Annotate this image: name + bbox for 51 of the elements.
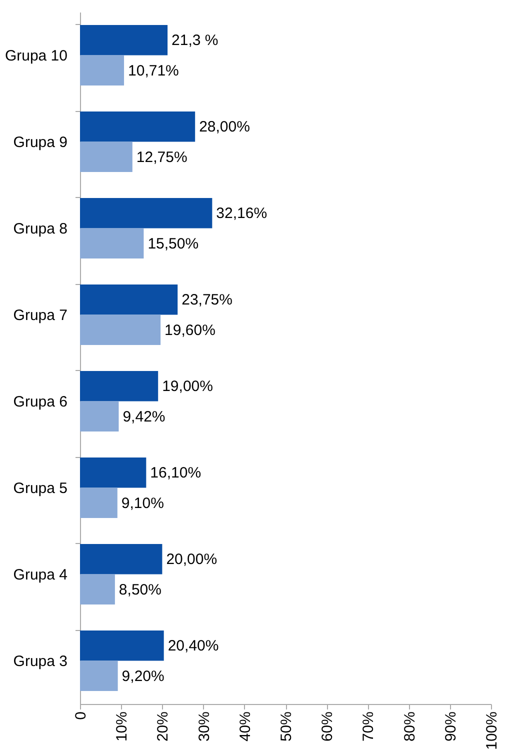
x-tick-label: 10%: [114, 712, 131, 742]
y-tick-label: Grupa 7: [13, 306, 68, 324]
data-label: 21,3 %: [172, 32, 218, 50]
bar: [80, 314, 161, 346]
bar: [80, 630, 164, 661]
bar: [80, 544, 162, 574]
y-tick-label: Grupa 6: [13, 393, 68, 410]
x-tick-label: 50%: [278, 712, 295, 742]
x-tick-label: 70%: [360, 712, 378, 742]
bar: [80, 370, 158, 402]
x-tick-label: 60%: [319, 712, 336, 742]
x-tick-label: 90%: [442, 712, 460, 742]
bar: [80, 198, 212, 228]
x-tick-label: 30%: [196, 712, 213, 742]
x-tick-label: 40%: [236, 712, 254, 742]
data-label: 23,75%: [182, 292, 232, 309]
data-label: 28,00%: [199, 118, 250, 136]
data-label: 8,50%: [118, 581, 162, 598]
data-label: 19,00%: [162, 378, 213, 396]
data-label: 15,50%: [148, 235, 199, 252]
bar: [80, 574, 115, 605]
y-tick-label: Grupa 8: [13, 220, 68, 238]
bar: [80, 24, 168, 56]
bar: [80, 284, 178, 315]
data-label: 9,20%: [122, 668, 164, 685]
y-tick-label: Grupa 3: [13, 652, 68, 670]
x-tick-label: 80%: [401, 712, 418, 742]
data-label: 9,10%: [121, 494, 164, 512]
data-label: 19,60%: [164, 322, 216, 339]
y-tick-label: Grupa 4: [13, 566, 68, 584]
data-label: 20,00%: [166, 551, 218, 568]
data-label: 10,71%: [128, 62, 179, 80]
bar: [80, 401, 119, 432]
x-tick-label: 0: [72, 712, 90, 720]
data-label: 16,10%: [150, 464, 202, 482]
data-label: 9,42%: [122, 408, 166, 426]
bar: [80, 660, 118, 692]
data-label: 12,75%: [136, 148, 188, 166]
y-tick-label: Grupa 10: [4, 47, 68, 64]
x-tick-label: 100%: [484, 712, 500, 750]
bar: [80, 111, 196, 142]
bar: [80, 55, 124, 86]
data-label: 20,40%: [168, 638, 219, 655]
y-tick-label: Grupa 9: [13, 134, 68, 151]
x-tick-label: 20%: [154, 712, 172, 742]
y-tick-label: Grupa 5: [13, 480, 68, 497]
data-label: 32,16%: [216, 205, 268, 222]
bar: [80, 228, 144, 259]
bar: [80, 142, 132, 172]
bar: [80, 488, 118, 518]
bar: [80, 457, 146, 488]
